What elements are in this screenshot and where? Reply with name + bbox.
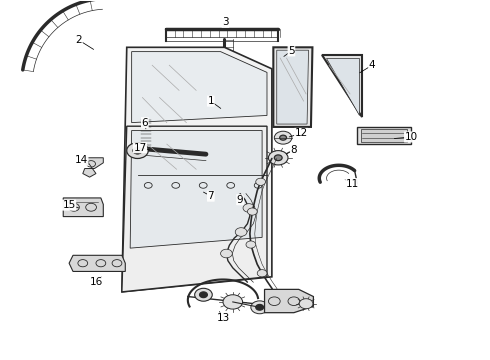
Text: 12: 12 bbox=[294, 129, 308, 138]
Text: 8: 8 bbox=[291, 144, 297, 154]
Polygon shape bbox=[63, 198, 103, 217]
Polygon shape bbox=[122, 47, 272, 292]
Polygon shape bbox=[322, 55, 362, 117]
FancyBboxPatch shape bbox=[138, 178, 267, 193]
Circle shape bbox=[223, 295, 243, 309]
Circle shape bbox=[246, 241, 256, 248]
Text: 1: 1 bbox=[207, 96, 214, 106]
Circle shape bbox=[257, 270, 267, 277]
Circle shape bbox=[199, 292, 207, 298]
Polygon shape bbox=[122, 126, 267, 292]
Text: 15: 15 bbox=[63, 200, 76, 210]
FancyBboxPatch shape bbox=[357, 127, 411, 144]
Circle shape bbox=[195, 288, 212, 301]
Circle shape bbox=[220, 249, 232, 258]
Circle shape bbox=[127, 143, 148, 158]
Polygon shape bbox=[130, 131, 262, 248]
Polygon shape bbox=[265, 289, 314, 313]
Text: 3: 3 bbox=[222, 17, 229, 27]
Polygon shape bbox=[273, 47, 313, 127]
Circle shape bbox=[235, 228, 247, 236]
Circle shape bbox=[256, 178, 266, 185]
FancyBboxPatch shape bbox=[140, 117, 152, 148]
Circle shape bbox=[280, 135, 287, 140]
Text: 13: 13 bbox=[217, 313, 230, 323]
Polygon shape bbox=[83, 158, 103, 177]
Text: 7: 7 bbox=[207, 191, 214, 201]
Text: 16: 16 bbox=[89, 277, 102, 287]
Text: 2: 2 bbox=[75, 35, 82, 45]
Text: 9: 9 bbox=[237, 195, 244, 205]
Polygon shape bbox=[132, 51, 267, 123]
FancyBboxPatch shape bbox=[361, 130, 407, 141]
Text: 6: 6 bbox=[142, 118, 148, 128]
Circle shape bbox=[251, 301, 269, 314]
Circle shape bbox=[299, 299, 313, 309]
Text: 14: 14 bbox=[74, 155, 88, 165]
Text: 10: 10 bbox=[405, 132, 417, 142]
Polygon shape bbox=[69, 255, 125, 271]
Circle shape bbox=[274, 131, 292, 144]
Text: 5: 5 bbox=[288, 46, 294, 56]
Text: 11: 11 bbox=[346, 179, 359, 189]
Polygon shape bbox=[277, 50, 309, 124]
Circle shape bbox=[243, 204, 255, 212]
Circle shape bbox=[133, 147, 143, 154]
Circle shape bbox=[256, 305, 264, 310]
Circle shape bbox=[247, 208, 257, 215]
Polygon shape bbox=[326, 58, 359, 115]
Text: 4: 4 bbox=[369, 60, 375, 70]
Circle shape bbox=[269, 150, 288, 165]
Circle shape bbox=[274, 155, 282, 161]
Text: 17: 17 bbox=[133, 143, 147, 153]
